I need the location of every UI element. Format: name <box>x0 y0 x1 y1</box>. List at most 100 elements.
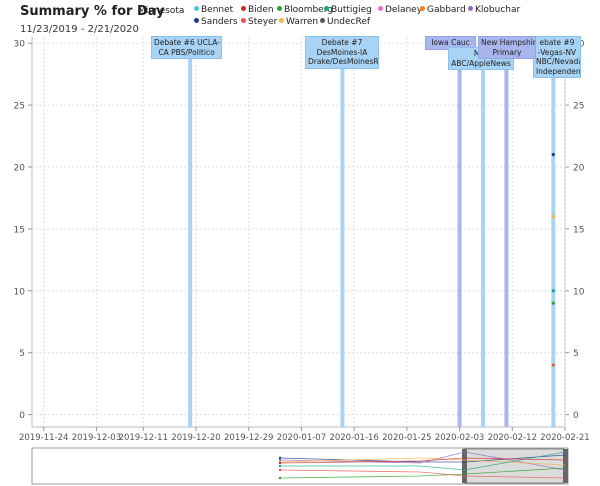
legend-swatch <box>279 18 284 23</box>
legend-item-warren[interactable]: Warren <box>279 17 318 27</box>
legend-label: Warren <box>286 17 319 27</box>
x-tick-label: 2020-02-12 <box>488 433 537 443</box>
event-label-line: Independent <box>536 66 581 76</box>
event-label-line: New Hampshire <box>481 38 536 47</box>
legend-item-gabbard[interactable]: Gabbard <box>420 5 466 15</box>
legend-item-bloomberg[interactable]: Bloomberg <box>277 5 333 15</box>
legend-item-undecref[interactable]: UndecRef <box>320 17 370 27</box>
overview-point <box>278 464 282 468</box>
overview-point <box>278 468 282 472</box>
legend-swatch <box>468 6 473 11</box>
legend-swatch <box>241 18 246 23</box>
overview-line <box>279 457 566 464</box>
event-label-line: ABC/AppleNews <box>451 58 511 68</box>
legend-swatch <box>241 6 246 11</box>
x-tick-label: 2020-01-25 <box>382 433 431 443</box>
legend-label: Delaney <box>385 5 423 15</box>
overview-point <box>278 461 282 465</box>
legend-item-klobuchar[interactable]: Klobuchar <box>468 5 520 15</box>
date-range: 11/23/2019 - 2/21/2020 <box>20 24 139 35</box>
legend-label: UndecRef <box>327 17 371 27</box>
x-tick-label: 2019-12-11 <box>119 433 168 443</box>
y-tick-label-right: 0 <box>573 411 579 421</box>
event-label-line: ebate #9 <box>539 38 575 47</box>
overview-line <box>279 457 566 466</box>
event-label-line: NBC/Nevada <box>536 57 581 66</box>
y-tick-label-right: 20 <box>573 164 585 174</box>
legend-label: Buttigieg <box>331 5 372 15</box>
legend-swatch <box>378 6 383 11</box>
y-tick-label-right: 5 <box>573 349 579 359</box>
legend-item-sanders[interactable]: Sanders <box>194 17 238 27</box>
legend-label: Gabbard <box>427 5 466 15</box>
legend-swatch <box>277 6 282 11</box>
event-label-line: Debate #6 UCLA- <box>154 38 220 47</box>
legend-label: Biden <box>248 5 274 15</box>
event-label-box: ebate #9 -Vegas-NV NBC/Nevada Independent <box>533 36 581 78</box>
x-tick-label: 2019-12-29 <box>224 433 273 443</box>
legend-item-biden[interactable]: Biden <box>241 5 274 15</box>
event-label-line: Drake/DesMoinesReg <box>308 57 379 66</box>
event-label-line: CA PBS/Politico <box>158 47 215 57</box>
event-bar <box>481 43 485 427</box>
event-bar <box>340 43 345 427</box>
legend-swatch <box>194 18 199 23</box>
y-tick-label-right: 25 <box>573 102 584 112</box>
event-bar <box>188 43 193 427</box>
event-bar <box>457 43 462 427</box>
chart-title: Summary % for Day <box>20 4 165 19</box>
overview-line <box>279 469 566 479</box>
y-tick-label-right: 10 <box>573 287 585 297</box>
event-label-box: New Hampshire Primary <box>478 36 536 59</box>
event-label-box: Debate #6 UCLA- CA PBS/Politico <box>151 36 222 59</box>
x-tick-label: 2020-02-21 <box>540 433 589 443</box>
y-tick-label: 10 <box>14 287 26 297</box>
x-tick-label: 2019-12-03 <box>72 433 121 443</box>
event-label-line: Iowa Cauc <box>431 38 470 47</box>
legend-swatch <box>194 6 199 11</box>
data-point-sanders <box>551 153 555 157</box>
legend-item-delaney[interactable]: Delaney <box>378 5 422 15</box>
x-tick-label: 2019-11-24 <box>19 433 68 443</box>
brush-handle-right <box>563 449 568 483</box>
y-tick-label: 20 <box>14 164 26 174</box>
legend-label: Sanders <box>201 17 238 27</box>
data-point-steyer <box>551 363 555 367</box>
legend-item-steyer[interactable]: Steyer <box>241 17 277 27</box>
brush-handle-left <box>462 449 467 483</box>
x-tick-label: 2019-12-20 <box>171 433 220 443</box>
overview-point <box>278 456 282 460</box>
overview-line <box>279 467 566 479</box>
legend-label: Klobuchar <box>475 5 521 15</box>
legend-label: Bennet <box>201 5 234 15</box>
legend-swatch <box>324 6 329 11</box>
event-bar <box>551 43 556 427</box>
data-point-bloomberg <box>551 301 555 305</box>
data-point-buttigieg <box>551 289 555 293</box>
y-tick-label: 5 <box>19 349 25 359</box>
x-tick-label: 2020-01-16 <box>329 433 378 443</box>
legend-item-buttigieg[interactable]: Buttigieg <box>324 5 372 15</box>
event-bar <box>504 43 509 427</box>
event-label-line: -Vegas-NV <box>537 47 577 57</box>
legend-swatch <box>420 6 425 11</box>
event-label-line: DesMoines-IA <box>316 47 368 57</box>
y-tick-label: 25 <box>14 102 25 112</box>
legend-item-bennet[interactable]: Bennet <box>194 5 233 15</box>
y-tick-label: 0 <box>19 411 25 421</box>
y-tick-label-right: 15 <box>573 225 584 235</box>
y-tick-label: 15 <box>14 225 25 235</box>
overview-line <box>280 451 566 471</box>
y-tick-label: 30 <box>14 40 26 50</box>
overview-point <box>278 476 282 480</box>
overview-point <box>278 458 282 462</box>
legend-label: Steyer <box>248 17 278 27</box>
event-label-line: Primary <box>492 47 522 57</box>
state-label: Minnesota <box>138 6 185 16</box>
event-label-line: Debate #7 <box>321 38 363 47</box>
legend-label: Bloomberg <box>284 5 333 15</box>
x-tick-label: 2020-02-03 <box>435 433 484 443</box>
legend-swatch <box>320 18 325 23</box>
